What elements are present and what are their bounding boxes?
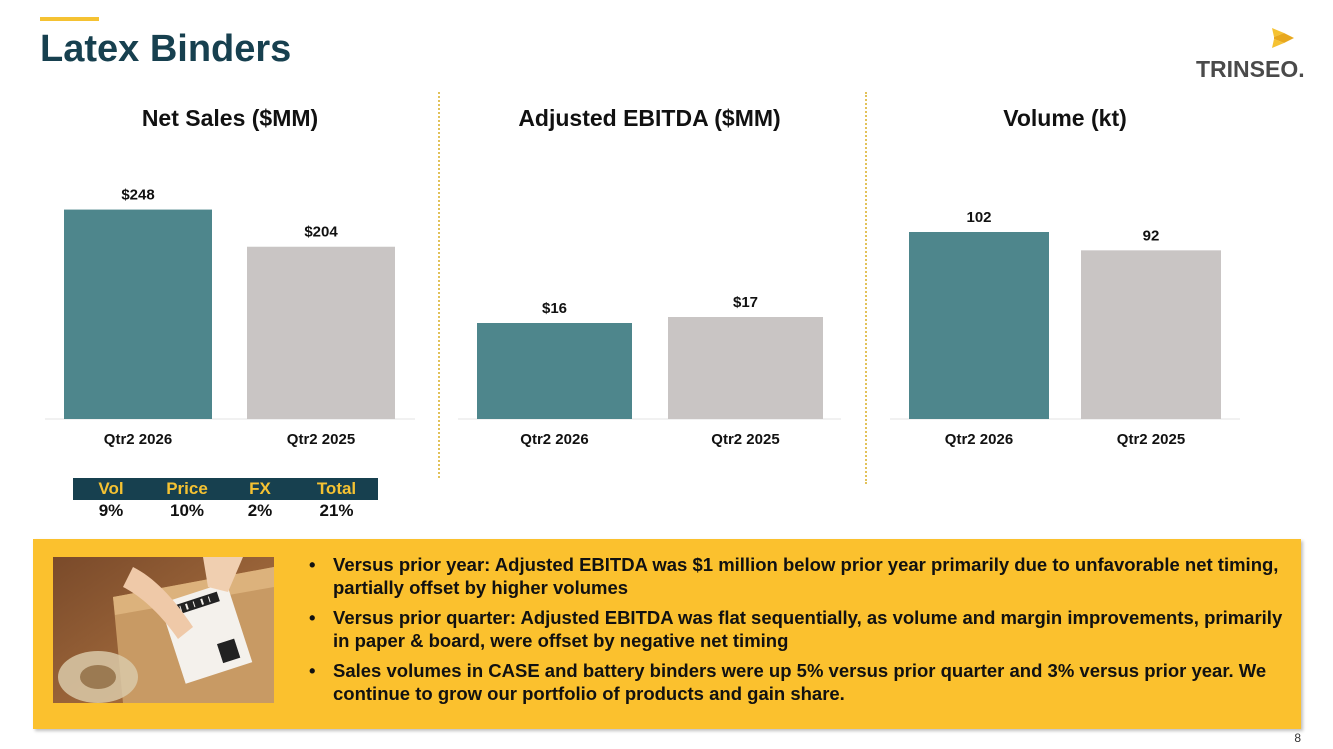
bar-qtr2-2026 [64,209,212,419]
bridge-header-price: Price [166,479,208,498]
commentary-bullets: Versus prior year: Adjusted EBITDA was $… [305,553,1290,712]
bullet-prior-quarter: Versus prior quarter: Adjusted EBITDA wa… [305,606,1290,652]
page-number: 8 [1294,731,1301,745]
bar-qtr2-2025 [1081,250,1221,419]
logo-text: TRINSEO. [1196,56,1305,82]
category-tick-label: Qtr2 2025 [1117,431,1185,448]
title-accent-line [40,17,99,21]
category-tick-label: Qtr2 2026 [104,431,172,448]
bullet-sales-volumes: Sales volumes in CASE and battery binder… [305,659,1290,705]
category-tick-label: Qtr2 2026 [945,431,1013,448]
category-tick-label: Qtr2 2025 [711,431,779,448]
bridge-value-fx: 2% [247,501,273,520]
bridge-header-total: Total [316,479,357,498]
bridge-value-price: 10% [169,501,205,520]
bridge-value-vol: 9% [98,501,124,520]
package-label-photo [53,557,274,703]
chart-divider-2 [865,92,867,484]
bar-data-label: 92 [1143,227,1160,244]
bridge-header-vol: Vol [98,479,124,498]
bridge-value-total: 21% [319,501,354,520]
category-tick-label: Qtr2 2025 [287,431,355,448]
category-tick-label: Qtr2 2026 [520,431,588,448]
bar-data-label: $204 [304,224,338,241]
bar-qtr2-2026 [909,232,1049,419]
bar-data-label: $16 [542,300,567,317]
net-sales-chart: $248 Qtr2 2026 $204 Qtr2 2025 Net Sales ($M… [45,95,415,475]
chart-divider-1 [438,92,440,478]
volume-chart: 102 Qtr2 2026 92 Qtr2 2025 Volume (kt) [890,95,1240,475]
bullet-prior-year: Versus prior year: Adjusted EBITDA was $… [305,553,1290,599]
chart-title: Volume (kt) [1003,105,1127,131]
chart-title: Net Sales ($MM) [141,105,319,131]
bar-chart-svg: 102 Qtr2 2026 92 Qtr2 2025 [890,209,1240,448]
logo-arrow-icon [1272,28,1294,48]
bar-qtr2-2025 [668,317,823,419]
chart-title: Adjusted EBITDA ($MM) [518,105,781,131]
bar-chart-svg: $16 Qtr2 2026 $17 Qtr2 2025 [458,294,841,448]
page-title: Latex Binders [40,28,292,70]
bar-qtr2-2026 [477,323,632,419]
adjusted-ebitda-chart: $16 Qtr2 2026 $17 Qtr2 2025 Adjusted EBITDA… [458,95,841,475]
bridge-value-row: 9% 10% 2% 21% [73,500,378,522]
bar-qtr2-2025 [247,246,395,419]
trinseo-logo: TRINSEO. [1190,26,1305,82]
bar-data-label: 102 [966,209,991,226]
bridge-header-fx: FX [249,479,271,498]
net-sales-bridge-table: Vol Price FX Total 9% 10% 2% 21% [73,478,378,522]
commentary-callout: Versus prior year: Adjusted EBITDA was $… [33,539,1301,729]
bar-chart-svg: $248 Qtr2 2026 $204 Qtr2 2025 [45,187,415,448]
bridge-header-row: Vol Price FX Total [73,478,378,500]
bar-data-label: $248 [121,187,154,204]
bar-data-label: $17 [733,294,758,311]
